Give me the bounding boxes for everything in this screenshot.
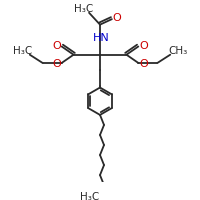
Text: H₃C: H₃C (13, 46, 32, 56)
Text: H₃C: H₃C (74, 4, 93, 14)
Text: O: O (139, 59, 148, 69)
Text: O: O (113, 13, 121, 23)
Text: O: O (139, 41, 148, 51)
Text: HN: HN (93, 33, 109, 43)
Text: CH₃: CH₃ (168, 46, 187, 56)
Text: O: O (52, 59, 61, 69)
Text: O: O (52, 41, 61, 51)
Text: H₃C: H₃C (80, 192, 100, 200)
